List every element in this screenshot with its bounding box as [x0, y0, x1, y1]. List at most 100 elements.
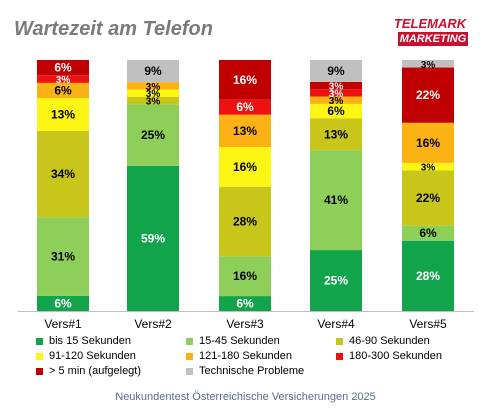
data-label: 3%	[146, 97, 161, 108]
legend-label: 180-300 Sekunden	[349, 350, 442, 362]
data-label: 16%	[233, 160, 257, 174]
data-label: 3%	[421, 60, 436, 71]
bar-segment	[127, 60, 179, 83]
data-label: 25%	[324, 274, 348, 288]
bar-segment	[219, 99, 271, 115]
legend-swatch	[186, 352, 193, 360]
x-tick-label: Vers#1	[44, 317, 82, 331]
bar-segment	[402, 225, 454, 241]
legend-item: Technische Probleme	[186, 364, 304, 378]
data-label: 9%	[144, 64, 162, 78]
data-label: 25%	[141, 128, 165, 142]
data-label: 3%	[329, 89, 344, 100]
data-label: 3%	[329, 96, 344, 107]
bar-segment	[310, 60, 362, 82]
legend-label: 46-90 Sekunden	[349, 335, 430, 347]
legend-item: 180-300 Sekunden	[336, 349, 442, 363]
data-label: 3%	[146, 89, 161, 100]
legend-swatch	[336, 337, 343, 345]
data-label: 28%	[233, 215, 257, 229]
bar-segment	[127, 165, 179, 311]
bar-segment	[37, 60, 89, 76]
data-label: 16%	[233, 73, 257, 87]
bar-segment	[127, 82, 179, 90]
legend-item: 121-180 Sekunden	[186, 349, 292, 363]
logo-line-2: MARKETING	[398, 32, 468, 46]
company-logo: TELEMARK MARKETING	[380, 16, 480, 48]
bar-segment	[37, 130, 89, 218]
bar-segment	[219, 296, 271, 311]
data-label: 6%	[54, 61, 72, 75]
data-label: 22%	[416, 191, 440, 205]
legend-item: 91-120 Sekunden	[36, 349, 136, 363]
bar-segment	[402, 240, 454, 311]
chart-title: Wartezeit am Telefon	[14, 18, 213, 40]
bar-segment	[402, 60, 454, 68]
data-label: 6%	[419, 226, 437, 240]
bar-segment	[37, 75, 89, 83]
bar-segment	[37, 82, 89, 99]
data-label: 6%	[54, 296, 72, 310]
legend-label: > 5 min (aufgelegt)	[49, 365, 142, 377]
bar-segment	[219, 256, 271, 297]
data-label: 9%	[327, 64, 345, 78]
logo-line-1: TELEMARK	[380, 16, 480, 32]
bar-segment	[402, 170, 454, 226]
bar-segment	[219, 60, 271, 100]
legend-swatch	[36, 367, 43, 375]
bar-segment	[402, 67, 454, 123]
bar-segment	[402, 122, 454, 163]
bar-segment	[127, 104, 179, 166]
legend-swatch	[36, 337, 43, 345]
bar-segment	[219, 186, 271, 257]
legend-label: 15-45 Sekunden	[199, 335, 280, 347]
bar-segment	[127, 89, 179, 97]
legend-item: > 5 min (aufgelegt)	[36, 364, 141, 378]
bar-segment	[310, 150, 362, 251]
bar-segment	[310, 250, 362, 311]
data-label: 13%	[324, 127, 348, 141]
legend-swatch	[336, 352, 343, 360]
data-label: 16%	[233, 269, 257, 283]
data-label: 3%	[421, 163, 436, 174]
bar-segment	[37, 98, 89, 131]
data-label: 6%	[327, 104, 345, 118]
bar-segment	[310, 81, 362, 90]
x-tick-label: Vers#3	[226, 317, 264, 331]
data-label: 34%	[51, 167, 75, 181]
legend-item: 15-45 Sekunden	[186, 334, 280, 348]
x-tick-label: Vers#2	[134, 317, 172, 331]
chart-footer: Neukundentest Österreichische Versicheru…	[115, 391, 376, 403]
legend-label: 91-120 Sekunden	[49, 350, 136, 362]
data-label: 41%	[324, 193, 348, 207]
data-label: 6%	[236, 100, 254, 114]
bar-segment	[37, 295, 89, 311]
bar-segment	[310, 118, 362, 151]
x-tick-label: Vers#4	[317, 317, 355, 331]
data-label: 16%	[416, 136, 440, 150]
legend-item: bis 15 Sekunden	[36, 334, 131, 348]
legend-swatch	[36, 352, 43, 360]
data-label: 13%	[51, 108, 75, 122]
data-label: 59%	[141, 231, 165, 245]
legend-label: Technische Probleme	[199, 365, 305, 377]
legend-swatch	[186, 367, 193, 375]
legend-label: 121-180 Sekunden	[199, 350, 292, 362]
data-label: 31%	[51, 249, 75, 263]
bar-segment	[219, 114, 271, 147]
bar-segment	[127, 96, 179, 105]
data-label: 3%	[56, 75, 71, 86]
legend-item: 46-90 Sekunden	[336, 334, 430, 348]
legend-swatch	[186, 337, 193, 345]
legend-label: bis 15 Sekunden	[49, 335, 131, 347]
bar-segment	[310, 103, 362, 119]
bar-segment	[310, 89, 362, 97]
data-label: 6%	[236, 297, 254, 311]
data-label: 3%	[146, 82, 161, 93]
x-tick-label: Vers#5	[409, 317, 447, 331]
data-label: 6%	[54, 83, 72, 97]
bar-segment	[310, 96, 362, 104]
data-label: 22%	[416, 88, 440, 102]
data-label: 3%	[329, 82, 344, 93]
